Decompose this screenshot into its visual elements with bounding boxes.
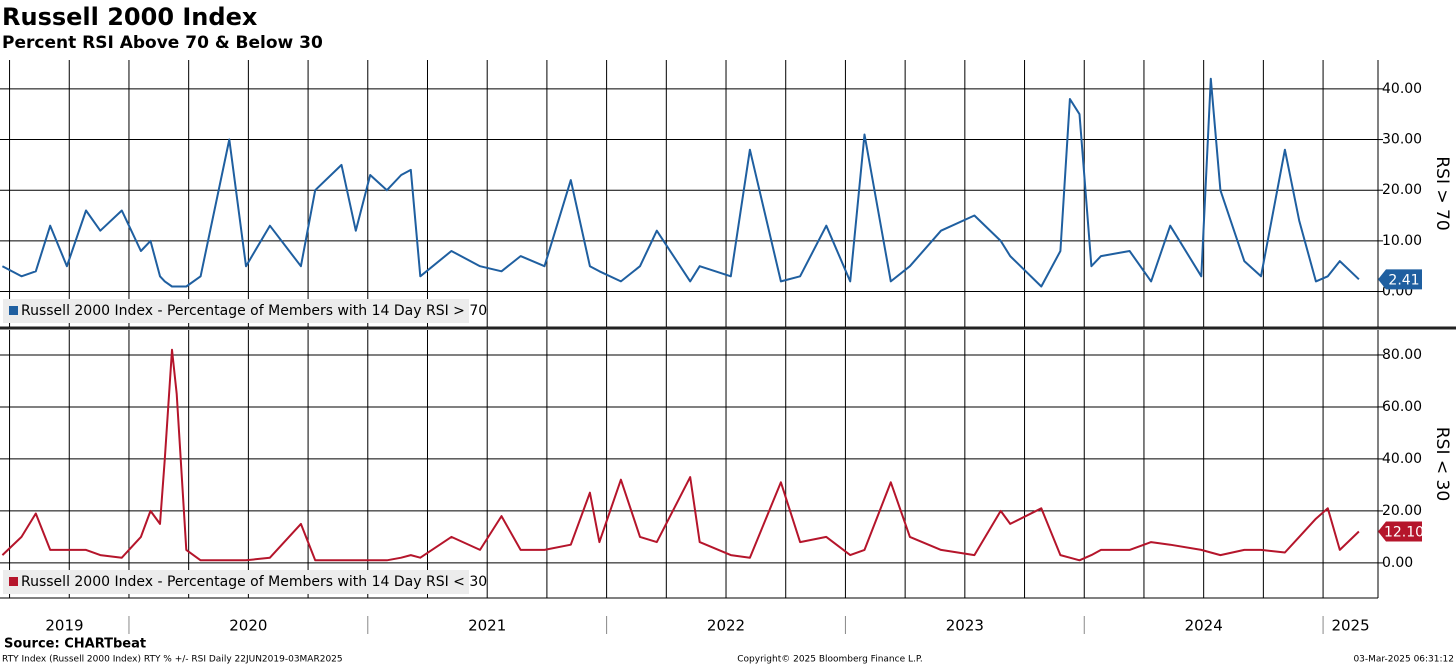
current-value-tag: [1378, 269, 1422, 290]
current-value-label: 12.10: [1384, 524, 1424, 540]
legend-swatch: [9, 306, 18, 315]
y-tick-label: 20.00: [1382, 182, 1422, 198]
y-tick-label: 40.00: [1382, 81, 1422, 97]
y-tick-label: 20.00: [1382, 503, 1422, 519]
footer-right: 03-Mar-2025 06:31:12: [1353, 655, 1454, 665]
series-line: [1, 348, 1360, 562]
current-value-label: 2.41: [1388, 272, 1419, 288]
footer-center: Copyright© 2025 Bloomberg Finance L.P.: [737, 655, 922, 665]
current-value-tag: [1378, 521, 1422, 542]
y-tick-label: 0.00: [1382, 555, 1413, 571]
y-tick-label: 80.00: [1382, 347, 1422, 363]
x-tick-label: 2025: [1331, 617, 1369, 635]
y-axis-label: RSI < 30: [1432, 427, 1452, 501]
y-tick-label: 10.00: [1382, 233, 1422, 249]
y-tick-label: 60.00: [1382, 399, 1422, 415]
chart-title: Russell 2000 Index: [2, 3, 258, 31]
series-line: [1, 77, 1360, 288]
footer-left: RTY Index (Russell 2000 Index) RTY % +/-…: [2, 655, 343, 665]
legend-swatch: [9, 577, 18, 586]
legend-box: [3, 299, 469, 323]
x-tick-label: 2020: [229, 617, 267, 635]
chart-subtitle: Percent RSI Above 70 & Below 30: [2, 33, 323, 53]
y-axis-label: RSI > 70: [1432, 156, 1452, 230]
x-tick-label: 2023: [946, 617, 984, 635]
legend-label: Russell 2000 Index - Percentage of Membe…: [21, 574, 487, 590]
y-tick-label: 30.00: [1382, 132, 1422, 148]
legend-label: Russell 2000 Index - Percentage of Membe…: [21, 303, 487, 319]
x-tick-label: 2021: [468, 617, 506, 635]
x-tick-label: 2019: [45, 617, 83, 635]
source: Source: CHARTbeat: [4, 637, 146, 652]
legend-box: [3, 570, 469, 594]
y-tick-label: 40.00: [1382, 451, 1422, 467]
x-tick-label: 2022: [707, 617, 745, 635]
x-tick-label: 2024: [1185, 617, 1223, 635]
